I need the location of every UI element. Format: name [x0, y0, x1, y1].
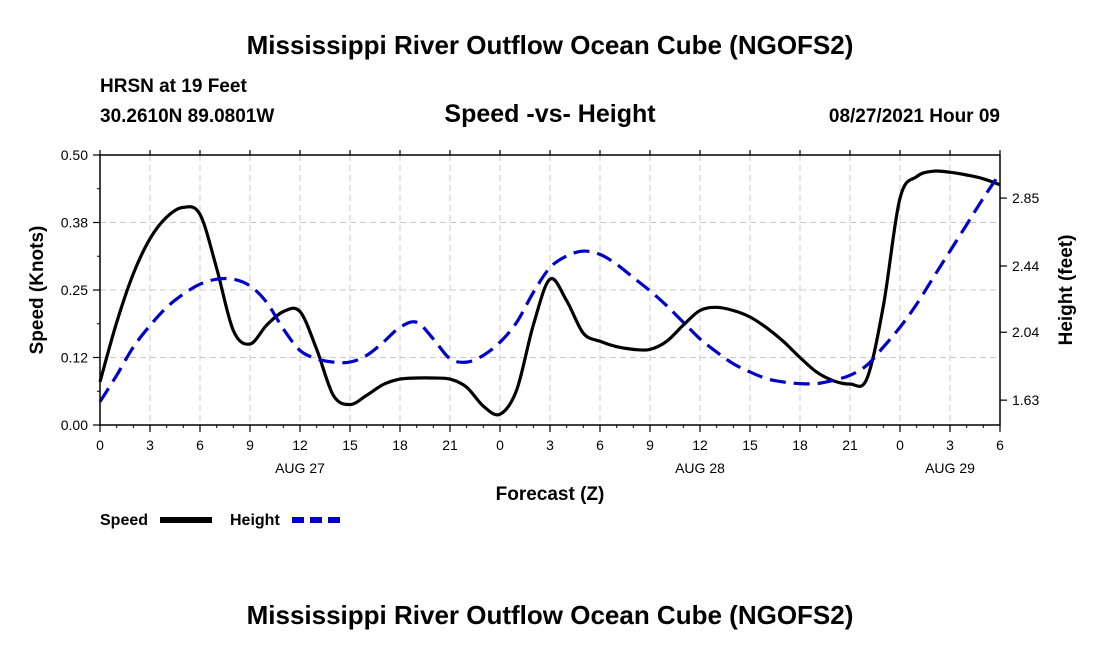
x-axis-title: Forecast (Z) — [496, 484, 605, 505]
forecast-datetime: 08/27/2021 Hour 09 — [828, 106, 1000, 127]
y-axis-title: Speed (Knots) — [27, 226, 48, 355]
x-tick-label: 9 — [246, 437, 254, 453]
legend: Speed Height — [100, 512, 344, 529]
date-label: AUG 29 — [925, 460, 975, 476]
x-tick-label: 3 — [546, 437, 554, 453]
x-tick-label: 21 — [842, 437, 858, 453]
x-tick-label: 18 — [792, 437, 808, 453]
footer-title: Mississippi River Outflow Ocean Cube (NG… — [246, 600, 854, 630]
plot-title: Speed -vs- Height — [444, 100, 656, 128]
series-lines — [98, 169, 1002, 417]
x-tick-label: 18 — [392, 437, 408, 453]
x-tick-label: 0 — [496, 437, 504, 453]
x-tick-label: 0 — [96, 437, 104, 453]
y-tick-label: 0.50 — [61, 147, 88, 163]
x-tick-label: 9 — [646, 437, 654, 453]
y2-tick-label: 1.63 — [1012, 392, 1039, 408]
legend-label-speed: Speed — [100, 512, 148, 529]
date-label: AUG 27 — [275, 460, 325, 476]
y2-tick-label: 2.85 — [1012, 190, 1039, 206]
x-tick-label: 0 — [896, 437, 904, 453]
x-tick-label: 3 — [946, 437, 954, 453]
x-tick-label: 15 — [742, 437, 758, 453]
x-tick-label: 6 — [596, 437, 604, 453]
x-tick-label: 3 — [146, 437, 154, 453]
axis-ticks — [93, 150, 1007, 432]
date-label: AUG 28 — [675, 460, 725, 476]
x-tick-label: 6 — [196, 437, 204, 453]
x-tick-label: 12 — [692, 437, 708, 453]
series-line-speed — [98, 169, 1001, 417]
main-title: Mississippi River Outflow Ocean Cube (NG… — [246, 30, 854, 60]
x-tick-label: 6 — [996, 437, 1004, 453]
y-tick-label: 0.25 — [61, 282, 88, 298]
series-line-height — [98, 172, 1002, 403]
x-tick-label: 21 — [442, 437, 458, 453]
legend-label-height: Height — [230, 512, 280, 529]
y-tick-label: 0.00 — [61, 417, 88, 433]
x-tick-label: 15 — [342, 437, 358, 453]
y2-tick-label: 2.04 — [1012, 324, 1039, 340]
x-tick-label: 12 — [292, 437, 308, 453]
station-label: HRSN at 19 Feet — [100, 76, 247, 97]
grid-lines — [100, 155, 1000, 425]
y2-tick-label: 2.44 — [1012, 258, 1039, 274]
station-coordinates: 30.2610N 89.0801W — [100, 106, 275, 127]
y2-axis-title: Height (feet) — [1056, 235, 1077, 346]
y-tick-label: 0.38 — [61, 215, 88, 231]
axis-labels: 0 3 6 9 12 15 18 21 0 3 6 9 12 15 18 21 0 3 6 AUG 27 AUG 28 A… — [61, 147, 1040, 476]
y-tick-label: 0.12 — [61, 350, 88, 366]
